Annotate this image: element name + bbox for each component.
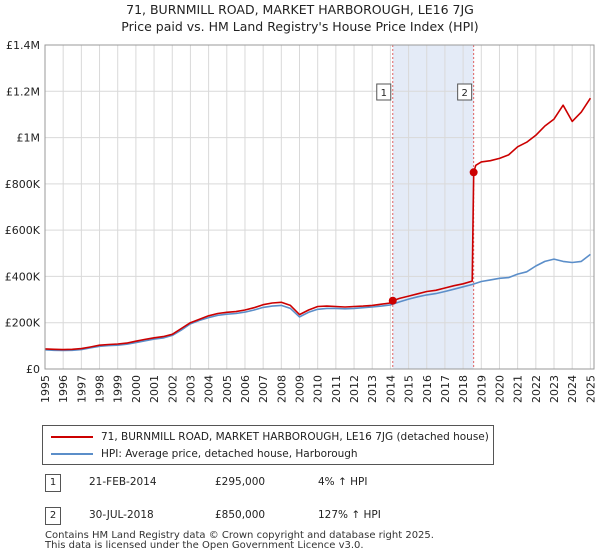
legend-swatch-hpi [51, 453, 93, 455]
x-tick-label: 2019 [475, 375, 488, 403]
legend-swatch-property [51, 436, 93, 438]
sale-date-2: 30-JUL-2018 [89, 509, 154, 521]
legend-label-hpi: HPI: Average price, detached house, Harb… [101, 448, 358, 460]
x-tick-label: 1999 [112, 375, 125, 403]
chart-title: 71, BURNMILL ROAD, MARKET HARBOROUGH, LE… [126, 2, 474, 17]
plot-frame [44, 44, 595, 370]
legend-item-hpi: HPI: Average price, detached house, Harb… [43, 446, 358, 462]
x-tick-label: 2004 [203, 375, 216, 403]
x-tick-label: 2003 [184, 375, 197, 403]
chart-subtitle: Price paid vs. HM Land Registry's House … [121, 19, 479, 34]
y-tick-label: £800K [5, 178, 41, 191]
x-tick-label: 2011 [330, 375, 343, 403]
x-tick-label: 2002 [166, 375, 179, 403]
sale-date-1: 21-FEB-2014 [89, 476, 157, 488]
y-tick-label: £600K [5, 224, 41, 237]
x-tick-label: 2000 [130, 375, 143, 403]
price-chart: £0 £200K £400K £600K £800K £1M £1.2M £1.4M 1995 1… [5, 39, 598, 403]
x-tick-label: 2013 [366, 375, 379, 403]
sale-label-2: 2 [461, 88, 467, 99]
y-tick-label: £400K [5, 270, 41, 283]
x-tick-label: 2018 [457, 375, 470, 403]
footer-line-2: This data is licensed under the Open Gov… [45, 540, 364, 551]
x-tick-label: 2007 [257, 375, 270, 403]
legend-label-property: 71, BURNMILL ROAD, MARKET HARBOROUGH, LE… [101, 431, 489, 443]
series-line-property [44, 97, 592, 351]
x-tick-label: 2024 [566, 375, 579, 403]
sale-label-box-1 [376, 83, 392, 101]
y-tick-label: £200K [5, 317, 41, 330]
sale-badge-1: 1 [45, 474, 61, 492]
y-tick-label: £1.2M [6, 85, 40, 98]
x-tick-label: 2017 [439, 375, 452, 403]
x-tick-label: 2001 [148, 375, 161, 403]
sale-point-1 [388, 296, 397, 305]
footer-line-1: Contains HM Land Registry data © Crown c… [45, 530, 434, 541]
sale-point-2 [469, 168, 478, 177]
x-tick-label: 2016 [421, 375, 434, 403]
x-tick-label: 2006 [239, 375, 252, 403]
x-tick-label: 2025 [584, 375, 597, 403]
legend: 71, BURNMILL ROAD, MARKET HARBOROUGH, LE… [42, 425, 494, 465]
sale-hpi-1: 4% ↑ HPI [318, 476, 368, 488]
sale-badge-2: 2 [45, 507, 61, 525]
x-tick-label: 1997 [75, 375, 88, 403]
x-tick-label: 2014 [384, 375, 397, 403]
x-tick-label: 1996 [57, 375, 70, 403]
y-tick-label: £1M [17, 132, 41, 145]
sale-price-1: £295,000 [215, 476, 266, 488]
x-tick-label: 1995 [39, 375, 52, 403]
x-tick-label: 2009 [294, 375, 307, 403]
y-tick-label: £1.4M [6, 39, 40, 52]
sale-price-2: £850,000 [215, 509, 266, 521]
x-tick-label: 2005 [221, 375, 234, 403]
x-tick-label: 1998 [94, 375, 107, 403]
plot-area [45, 45, 594, 369]
series-line-hpi [44, 253, 591, 352]
sale-label-1: 1 [381, 88, 387, 99]
y-tick-label: £0 [26, 363, 40, 376]
legend-item-property: 71, BURNMILL ROAD, MARKET HARBOROUGH, LE… [43, 429, 489, 445]
footer: Contains HM Land Registry data © Crown c… [45, 531, 434, 551]
x-tick-label: 2010 [312, 375, 325, 403]
x-tick-label: 2020 [493, 375, 506, 403]
x-tick-label: 2015 [403, 375, 416, 403]
x-tick-label: 2021 [512, 375, 525, 403]
x-tick-label: 2023 [548, 375, 561, 403]
x-tick-label: 2008 [275, 375, 288, 403]
x-tick-label: 2012 [348, 375, 361, 403]
sale-label-box-2 [457, 83, 473, 101]
sale-hpi-2: 127% ↑ HPI [318, 509, 381, 521]
x-tick-label: 2022 [530, 375, 543, 403]
